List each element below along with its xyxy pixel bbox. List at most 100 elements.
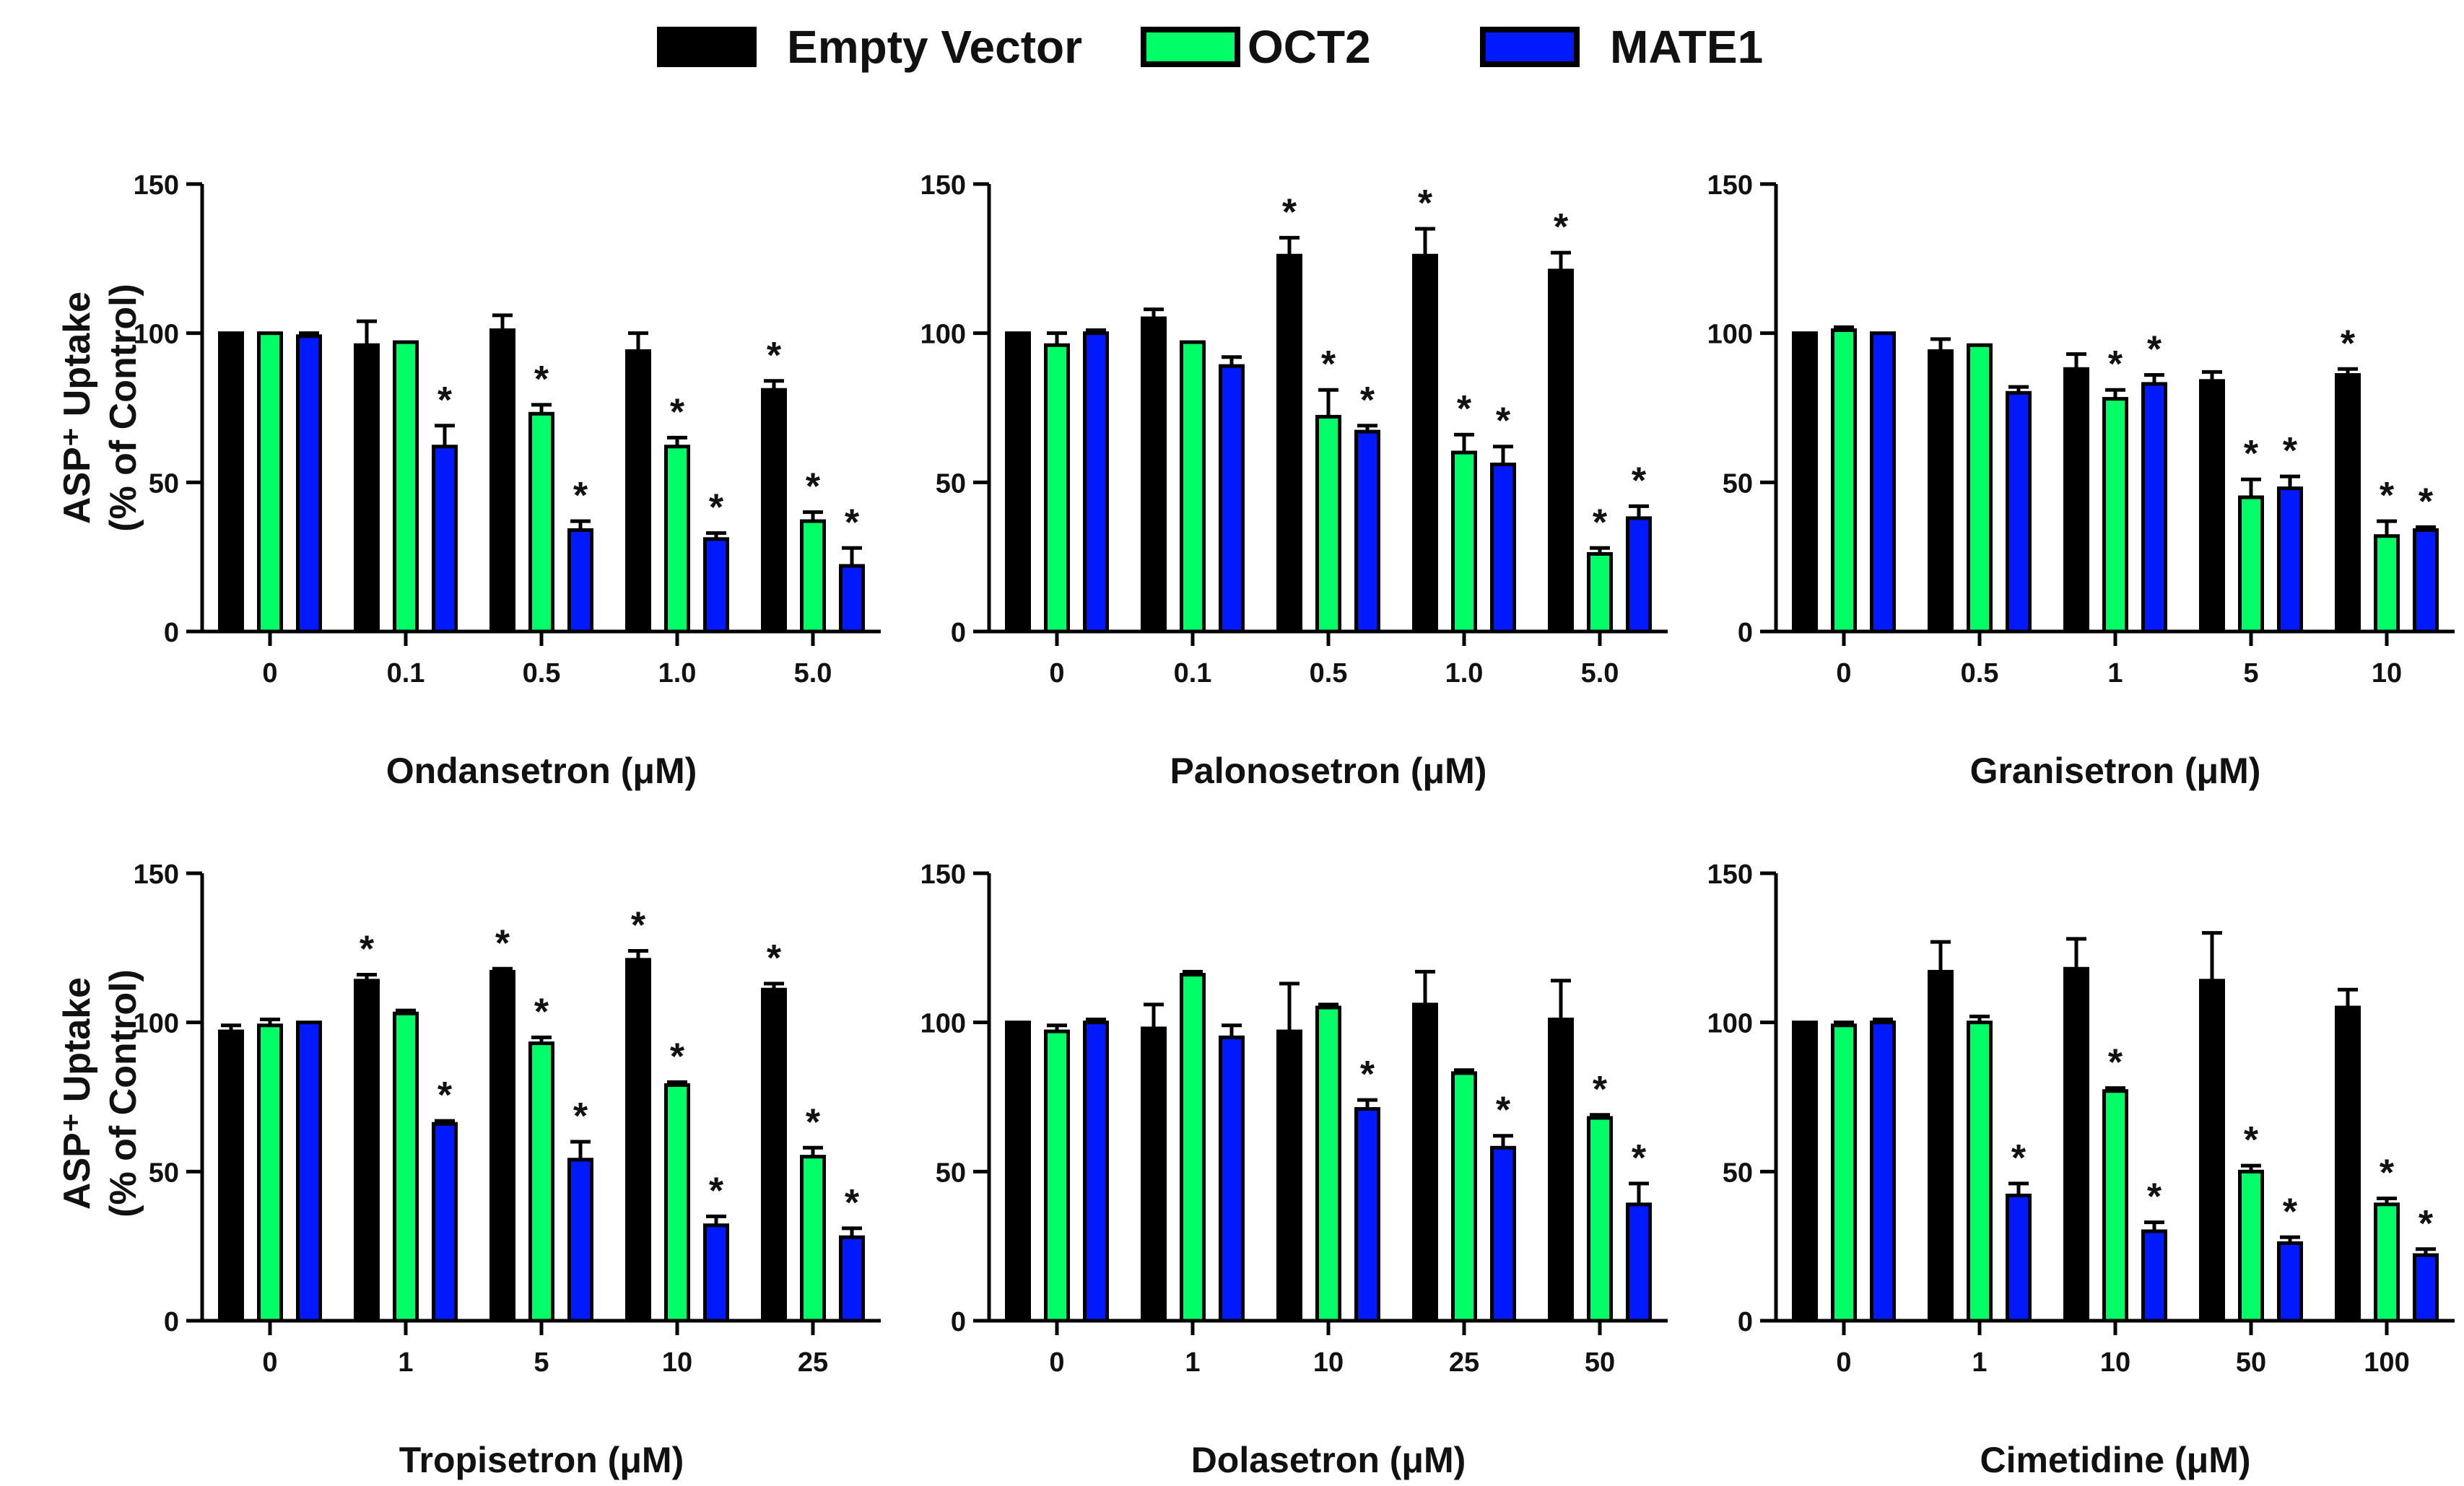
legend-swatch-oct2 <box>1141 27 1240 67</box>
x-axis-title: Dolasetron (μM) <box>1191 1440 1466 1480</box>
significance-star: * <box>1360 380 1375 421</box>
bar-mate1-0 <box>296 334 322 634</box>
bar-empty-vector-0-1 <box>354 343 380 634</box>
significance-star: * <box>806 1101 821 1143</box>
legend-label-oct2: OCT2 <box>1248 21 1371 73</box>
bar-empty-vector-5 <box>2199 379 2225 634</box>
legend-item-oct2: OCT2 <box>1141 21 1371 73</box>
significance-star: * <box>360 929 375 971</box>
bar-oct2-0-1 <box>393 340 419 634</box>
x-tick-label: 10 <box>2372 658 2402 689</box>
panel-palonosetron: 0 50 100 150 0 0.1 0.5 * * * 1.0 * * * 5.0 * * * Palonoset… <box>902 115 1668 791</box>
y-axis-label-line1: ASP⁺ Uptake <box>56 976 98 1210</box>
x-tick-label: 1 <box>1972 1347 1987 1378</box>
significance-star: * <box>2147 1176 2162 1218</box>
bar-oct2-0-1 <box>1180 340 1206 634</box>
significance-star: * <box>534 991 549 1033</box>
significance-star: * <box>1418 183 1433 224</box>
y-axis-label-line1: ASP⁺ Uptake <box>56 291 98 525</box>
x-tick-label: 50 <box>2236 1347 2266 1378</box>
bar-mate1-0 <box>296 1020 322 1323</box>
bar-empty-vector-0-1 <box>1141 316 1167 634</box>
bar-oct2-1 <box>1180 973 1206 1323</box>
panel-cimetidine: 0 50 100 150 0 1 * 10 * * 50 * * 100 * * Cimetidine (μM) <box>1689 805 2455 1480</box>
bar-oct2-0-5 <box>1967 343 1993 634</box>
y-tick-label: 100 <box>1707 320 1753 350</box>
bar-oct2-10 <box>2374 534 2400 634</box>
significance-star: * <box>2147 329 2162 371</box>
bar-mate1-0 <box>1870 1020 1896 1323</box>
x-tick-label: 5 <box>534 1347 549 1378</box>
x-tick-label: 0.5 <box>1961 658 1999 689</box>
bar-empty-vector-1-0 <box>1412 253 1438 634</box>
chart-legend: Empty Vector OCT2 MATE1 <box>0 0 2464 101</box>
x-tick-label: 0.1 <box>1174 658 1212 689</box>
x-tick-label: 0 <box>1049 658 1064 689</box>
x-tick-label: 5 <box>2243 658 2258 689</box>
bar-oct2-0 <box>257 331 283 634</box>
significance-star: * <box>845 1182 860 1224</box>
y-tick-label: 0 <box>951 618 966 648</box>
bar-empty-vector-50 <box>2199 979 2225 1323</box>
significance-star: * <box>573 1096 588 1137</box>
x-tick-label: 25 <box>1449 1347 1479 1378</box>
bar-empty-vector-0 <box>1792 1020 1818 1323</box>
y-tick-label: 100 <box>1707 1009 1753 1039</box>
significance-star: * <box>437 380 453 421</box>
bar-oct2-1 <box>393 1011 419 1323</box>
bar-oct2-5-0 <box>1587 552 1613 634</box>
legend-swatch-mate1 <box>1480 27 1580 67</box>
bar-oct2-50 <box>2238 1169 2264 1323</box>
bar-oct2-10 <box>2102 1089 2128 1323</box>
x-tick-label: 0 <box>1049 1347 1064 1378</box>
bar-empty-vector-1-0 <box>625 349 651 634</box>
bar-empty-vector-1 <box>1928 969 1954 1323</box>
x-tick-label: 5.0 <box>794 658 832 689</box>
bar-empty-vector-1 <box>354 979 380 1323</box>
bar-mate1-5 <box>567 1158 593 1323</box>
significance-star: * <box>495 922 510 964</box>
x-axis-title: Granisetron (μM) <box>1970 751 2261 791</box>
legend-label-empty-vector: Empty Vector <box>787 21 1083 73</box>
chart-svg-tropisetron: 0 50 100 150 0 1 * * 5 * * * 10 * * * 25 * * * Tropisetron (… <box>134 860 881 1480</box>
significance-star: * <box>709 487 724 529</box>
significance-star: * <box>2419 1203 2434 1245</box>
bar-oct2-1 <box>2102 397 2128 634</box>
chart-svg-cimetidine: 0 50 100 150 0 1 * 10 * * 50 * * 100 * * Cimetidine (μM) <box>1707 860 2455 1480</box>
bar-empty-vector-5 <box>489 969 515 1323</box>
y-tick-label: 0 <box>1738 1307 1753 1337</box>
x-tick-label: 10 <box>2100 1347 2130 1378</box>
bar-mate1-50 <box>1626 1202 1652 1323</box>
significance-star: * <box>2283 1191 2298 1233</box>
significance-star: * <box>1496 1090 1511 1132</box>
panel-granisetron: 0 50 100 150 0 0.5 1 * * 5 * * 10 * * * Granisetron (μM) <box>1689 115 2455 791</box>
bar-oct2-5 <box>2238 495 2264 634</box>
bar-empty-vector-1 <box>1141 1026 1167 1323</box>
bar-mate1-0 <box>1083 331 1109 634</box>
bar-oct2-1-0 <box>664 445 690 634</box>
significance-star: * <box>1457 388 1472 430</box>
x-tick-label: 5.0 <box>1581 658 1619 689</box>
x-tick-label: 1 <box>398 1347 413 1378</box>
bar-oct2-5 <box>528 1041 554 1323</box>
significance-star: * <box>2244 433 2259 475</box>
bar-mate1-10 <box>1354 1107 1380 1323</box>
bar-oct2-0 <box>1044 343 1070 634</box>
x-tick-label: 25 <box>798 1347 828 1378</box>
bar-empty-vector-25 <box>1412 1002 1438 1323</box>
x-tick-label: 1.0 <box>658 658 697 689</box>
y-tick-label: 150 <box>1707 170 1753 201</box>
significance-star: * <box>767 938 782 979</box>
bar-mate1-1 <box>1219 1035 1245 1323</box>
y-tick-label: 100 <box>134 320 179 350</box>
chart-svg-ondansetron: 0 50 100 150 0 0.1 * 0.5 * * 1.0 * * 5.0 * * * Ondansetro… <box>134 170 881 791</box>
bar-empty-vector-0-5 <box>489 328 515 634</box>
bar-mate1-1 <box>2006 1193 2032 1323</box>
x-tick-label: 0 <box>1836 658 1851 689</box>
bar-empty-vector-0-5 <box>1276 253 1302 634</box>
x-tick-label: 1 <box>2107 658 2123 689</box>
bar-empty-vector-0 <box>1005 331 1031 634</box>
bar-oct2-0-5 <box>1315 414 1341 634</box>
bar-mate1-0 <box>1083 1020 1109 1323</box>
bar-mate1-0-5 <box>2006 390 2032 634</box>
